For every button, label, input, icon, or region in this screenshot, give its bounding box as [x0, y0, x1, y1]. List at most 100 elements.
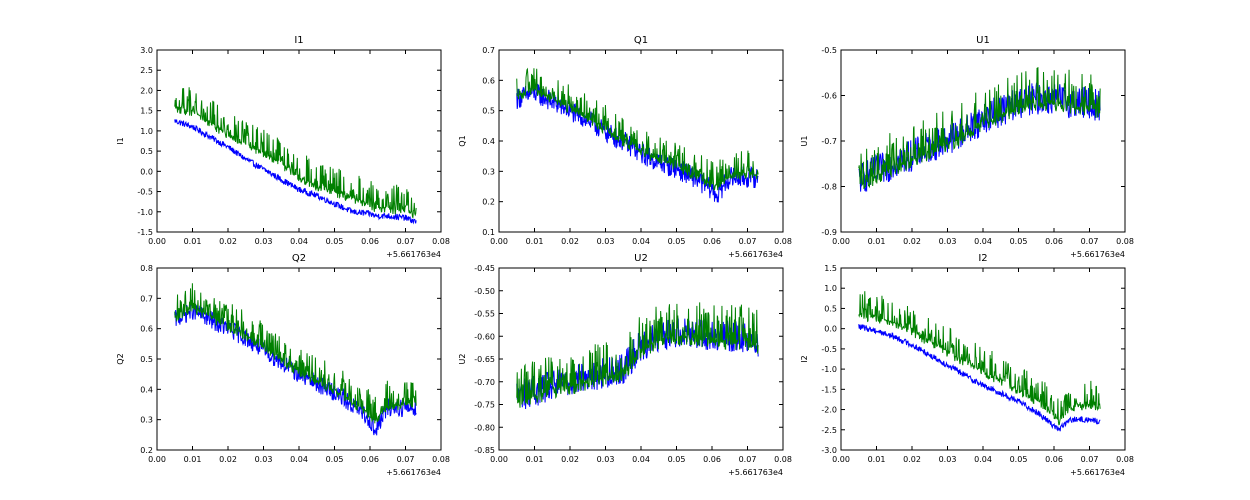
- y-tick-label: 0.7: [140, 294, 153, 303]
- series-line-green: [174, 87, 417, 218]
- subplot-Q2: 0.00 0.01 0.02 0.03 0.04 0.05 0.06 0.07 0.08 0.2 0…: [116, 253, 450, 477]
- y-tick-label: -0.65: [474, 355, 495, 364]
- subplot-title: U2: [634, 253, 648, 264]
- y-tick-label: 0.0: [140, 167, 153, 176]
- subplot-I1: 0.00 0.01 0.02 0.03 0.04 0.05 0.06 0.07 0.08 -1.5…: [116, 35, 450, 259]
- x-tick-label: 0.04: [632, 237, 650, 246]
- x-tick-label: 0.02: [219, 455, 237, 464]
- y-tick-label: 0.3: [482, 167, 495, 176]
- y-tick-label: -0.75: [474, 401, 495, 410]
- x-tick-label: 0.00: [490, 237, 508, 246]
- y-tick-label: 1.0: [824, 284, 837, 293]
- series-line-blue: [858, 324, 1101, 432]
- x-tick-label: 0.01: [868, 455, 886, 464]
- x-tick-label: 0.00: [490, 455, 508, 464]
- x-tick-label: 0.07: [1081, 237, 1099, 246]
- x-offset-label: +5.661763e4: [728, 468, 783, 477]
- y-tick-label: -0.45: [474, 264, 495, 273]
- subplot-U2: 0.00 0.01 0.02 0.03 0.04 0.05 0.06 0.07 0.08 -0.8…: [458, 253, 792, 477]
- y-tick-label: 1.5: [140, 107, 153, 116]
- x-tick-label: 0.03: [597, 237, 615, 246]
- x-tick-label: 0.05: [668, 455, 686, 464]
- x-tick-label: 0.02: [561, 455, 579, 464]
- y-tick-label: 2.0: [140, 86, 153, 95]
- y-tick-label: -1.5: [137, 228, 153, 237]
- x-tick-label: 0.07: [1081, 455, 1099, 464]
- y-tick-label: 0.7: [482, 46, 495, 55]
- x-tick-label: 0.07: [739, 237, 757, 246]
- x-tick-label: 0.02: [219, 237, 237, 246]
- y-axis-label: Q1: [458, 135, 467, 146]
- subplot-title: I1: [294, 35, 303, 46]
- x-tick-label: 0.01: [526, 455, 544, 464]
- x-tick-label: 0.03: [939, 237, 957, 246]
- y-tick-label: 3.0: [140, 46, 153, 55]
- y-tick-label: 0.5: [482, 107, 495, 116]
- y-axis-label: I1: [116, 137, 125, 144]
- y-tick-label: -0.5: [821, 46, 837, 55]
- x-tick-label: 0.01: [526, 237, 544, 246]
- series-line-blue: [174, 302, 417, 436]
- y-tick-label: -0.6: [821, 92, 837, 101]
- y-tick-label: 0.2: [140, 446, 153, 455]
- x-tick-label: 0.00: [832, 237, 850, 246]
- x-tick-label: 0.06: [1045, 455, 1063, 464]
- x-tick-label: 0.08: [432, 237, 450, 246]
- x-tick-label: 0.01: [184, 237, 202, 246]
- x-tick-label: 0.00: [148, 237, 166, 246]
- x-tick-label: 0.08: [432, 455, 450, 464]
- x-tick-label: 0.06: [361, 455, 379, 464]
- x-tick-label: 0.05: [1010, 455, 1028, 464]
- subplot-U1: 0.00 0.01 0.02 0.03 0.04 0.05 0.06 0.07 0.08 -0.9…: [800, 35, 1134, 259]
- x-offset-label: +5.661763e4: [386, 250, 441, 259]
- x-tick-label: 0.02: [561, 237, 579, 246]
- x-offset-label: +5.661763e4: [1070, 250, 1125, 259]
- y-axis-label: U2: [458, 354, 467, 365]
- y-tick-label: 0.2: [482, 198, 495, 207]
- x-tick-label: 0.08: [774, 455, 792, 464]
- subplot-title: I2: [978, 253, 987, 264]
- x-tick-label: 0.06: [703, 455, 721, 464]
- x-tick-label: 0.02: [903, 237, 921, 246]
- x-tick-label: 0.03: [597, 455, 615, 464]
- y-tick-label: -2.5: [821, 426, 837, 435]
- y-tick-label: -0.70: [474, 378, 495, 387]
- x-tick-label: 0.08: [774, 237, 792, 246]
- y-tick-label: 0.6: [482, 76, 495, 85]
- x-tick-label: 0.01: [184, 455, 202, 464]
- y-tick-label: 0.5: [824, 304, 837, 313]
- y-tick-label: 1.5: [824, 264, 837, 273]
- series-line-green: [516, 302, 759, 408]
- series-line-green: [858, 291, 1101, 426]
- series-line-green: [174, 283, 417, 424]
- x-offset-label: +5.661763e4: [728, 250, 783, 259]
- x-tick-label: 0.02: [903, 455, 921, 464]
- subplot-I2: 0.00 0.01 0.02 0.03 0.04 0.05 0.06 0.07 0.08 -3.0…: [800, 253, 1134, 477]
- y-tick-label: -0.55: [474, 310, 495, 319]
- x-tick-label: 0.08: [1116, 455, 1134, 464]
- y-tick-label: 0.6: [140, 325, 153, 334]
- y-tick-label: 0.5: [140, 355, 153, 364]
- plot-frame: [840, 267, 1126, 451]
- x-tick-label: 0.03: [255, 237, 273, 246]
- subplot-title: Q2: [292, 253, 306, 264]
- y-axis-label: I2: [800, 355, 809, 362]
- y-tick-label: -0.5: [137, 188, 153, 197]
- subplot-Q1: 0.00 0.01 0.02 0.03 0.04 0.05 0.06 0.07 0.08 0.1 0…: [458, 35, 792, 259]
- x-tick-label: 0.01: [868, 237, 886, 246]
- y-tick-label: -0.80: [474, 423, 495, 432]
- y-tick-label: -0.7: [821, 137, 837, 146]
- y-tick-label: -1.0: [137, 208, 153, 217]
- x-tick-label: 0.03: [939, 455, 957, 464]
- y-tick-label: 0.5: [140, 147, 153, 156]
- x-tick-label: 0.07: [397, 237, 415, 246]
- y-tick-label: 0.1: [482, 228, 495, 237]
- y-tick-label: 0.8: [140, 264, 153, 273]
- subplot-title: Q1: [634, 35, 648, 46]
- x-tick-label: 0.06: [1045, 237, 1063, 246]
- x-tick-label: 0.04: [974, 237, 992, 246]
- y-tick-label: -0.50: [474, 287, 495, 296]
- series-line-blue: [174, 119, 417, 225]
- y-axis-label: U1: [800, 136, 809, 147]
